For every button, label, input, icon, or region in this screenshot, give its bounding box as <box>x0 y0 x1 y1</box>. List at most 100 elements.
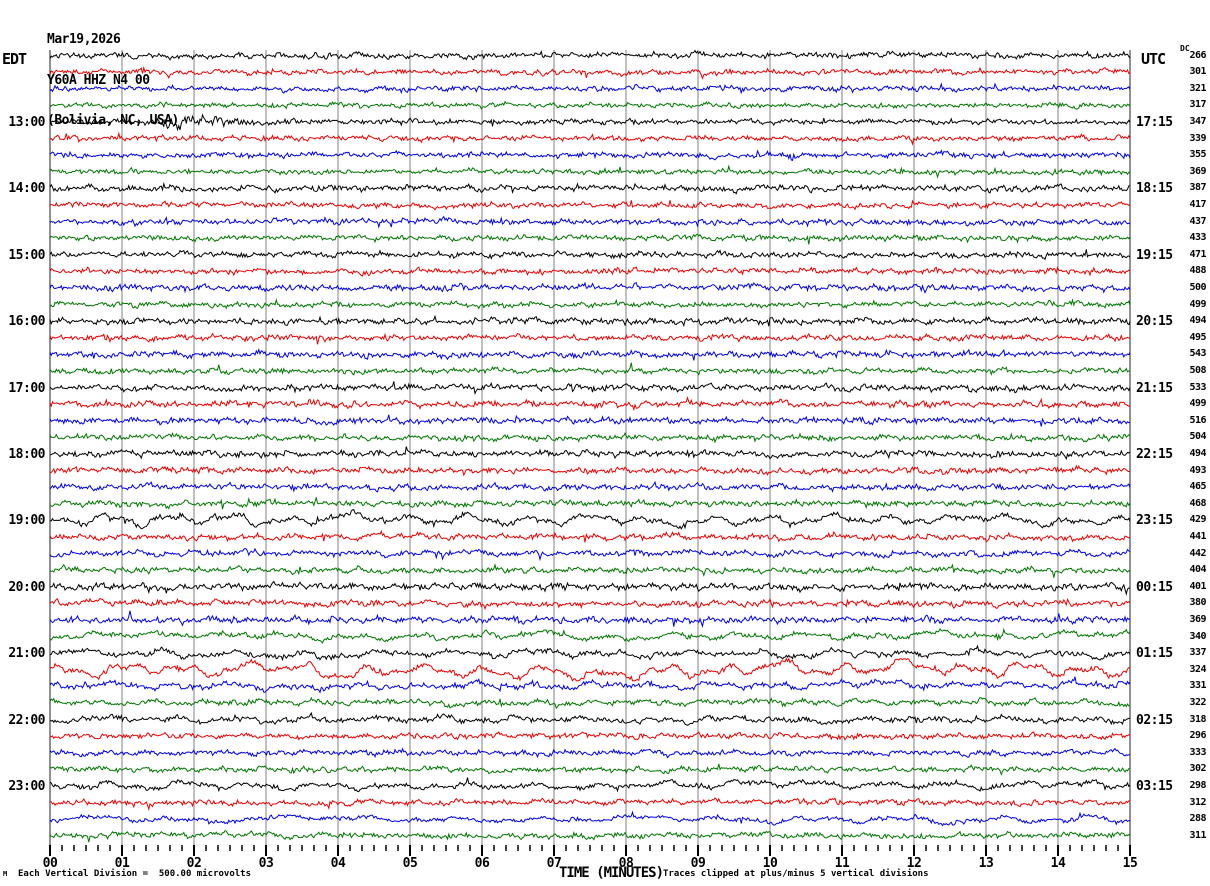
seismogram-trace-row-36 <box>49 644 1131 662</box>
x-tick-label: 01 <box>114 856 130 871</box>
x-tick-label: 02 <box>186 856 202 871</box>
seismogram-trace-row-12 <box>49 249 1131 261</box>
seismogram-trace-row-22 <box>49 414 1130 427</box>
seismogram-trace-row-2 <box>49 82 1131 95</box>
seismogram-trace-row-32 <box>49 580 1130 596</box>
seismogram-trace-row-6 <box>49 149 1131 162</box>
utc-hour-label: 00:15 <box>1136 579 1173 595</box>
edt-hour-label: 23:00 <box>8 778 45 794</box>
dc-value: 333 <box>1189 746 1206 758</box>
edt-hour-label: 16:00 <box>8 314 45 330</box>
seismogram-trace-row-21 <box>49 396 1131 412</box>
seismogram-trace-row-13 <box>49 266 1131 277</box>
dc-value: 543 <box>1189 348 1206 360</box>
dc-value: 433 <box>1189 232 1206 244</box>
seismogram-trace-row-46 <box>49 810 1131 827</box>
x-tick-label: 00 <box>42 856 58 871</box>
dc-value: 495 <box>1189 331 1206 343</box>
dc-value: 441 <box>1189 530 1206 542</box>
utc-hour-label: 03:15 <box>1136 778 1173 794</box>
edt-hour-label: 13:00 <box>8 114 45 130</box>
utc-hour-label: 20:15 <box>1136 314 1173 330</box>
edt-hour-label: 19:00 <box>8 513 45 529</box>
dc-value: 321 <box>1189 82 1206 94</box>
utc-hour-label: 21:15 <box>1136 380 1173 396</box>
seismogram-trace-row-14 <box>49 281 1131 294</box>
seismogram-trace-row-28 <box>49 509 1131 530</box>
dc-value: 468 <box>1189 497 1206 509</box>
seismogram-trace-row-30 <box>49 547 1131 562</box>
dc-value: 533 <box>1189 381 1206 393</box>
dc-value: 499 <box>1189 398 1206 410</box>
dc-value: 500 <box>1189 281 1206 293</box>
dc-value: 369 <box>1189 165 1206 177</box>
edt-hour-label: 20:00 <box>8 579 45 595</box>
dc-value: 437 <box>1189 215 1206 227</box>
dc-value: 296 <box>1189 730 1206 742</box>
seismogram-trace-row-47 <box>49 829 1131 843</box>
seismogram-trace-row-20 <box>49 381 1131 395</box>
x-tick-label: 11 <box>834 856 850 871</box>
edt-hour-label: 22:00 <box>8 712 45 728</box>
dc-value: 331 <box>1189 680 1206 692</box>
dc-value: 429 <box>1189 514 1206 526</box>
seismogram-trace-row-44 <box>49 777 1131 793</box>
x-tick-label: 14 <box>1050 856 1066 871</box>
utc-hour-label: 02:15 <box>1136 712 1173 728</box>
dc-value: 499 <box>1189 298 1206 310</box>
edt-hour-label: 17:00 <box>8 380 45 396</box>
edt-hour-label: 18:00 <box>8 446 45 462</box>
seismogram-trace-row-18 <box>49 348 1131 361</box>
seismogram-trace-row-37 <box>49 657 1131 682</box>
dc-value: 317 <box>1189 99 1206 111</box>
seismogram-trace-row-45 <box>49 797 1131 811</box>
edt-hour-label: 15:00 <box>8 247 45 263</box>
dc-value: 298 <box>1189 779 1206 791</box>
x-tick-label: 13 <box>978 856 994 871</box>
seismogram-trace-row-5 <box>49 131 1131 146</box>
seismogram-trace-row-19 <box>49 362 1131 377</box>
dc-value: 301 <box>1189 66 1206 78</box>
seismogram-trace-row-3 <box>49 100 1131 110</box>
seismogram-trace-row-11 <box>49 233 1131 245</box>
utc-hour-label: 19:15 <box>1136 247 1173 263</box>
dc-value: 471 <box>1189 248 1206 260</box>
dc-value: 369 <box>1189 613 1206 625</box>
header-date: Mar19,2026 <box>47 32 121 47</box>
seismogram-trace-row-16 <box>49 314 1131 328</box>
seismogram-trace-row-39 <box>49 696 1131 710</box>
dc-value: 322 <box>1189 696 1206 708</box>
x-axis-title: TIME (MINUTES) <box>559 865 664 881</box>
seismogram-trace-row-38 <box>49 676 1131 694</box>
dc-value: 508 <box>1189 364 1206 376</box>
dc-value: 340 <box>1189 630 1206 642</box>
edt-hour-label: 21:00 <box>8 646 45 662</box>
vertical-scale-note: Each Vertical Division = 500.00 microvol… <box>18 869 251 879</box>
left-timezone-label: EDT <box>2 50 27 68</box>
seismogram-trace-row-7 <box>49 164 1131 179</box>
dc-value: 493 <box>1189 464 1206 476</box>
x-tick-label: 08 <box>618 856 634 871</box>
seismogram-trace-row-8 <box>49 181 1131 195</box>
x-tick-label: 10 <box>762 856 778 871</box>
dc-value: 311 <box>1189 829 1206 841</box>
dc-value: 442 <box>1189 547 1206 559</box>
seismogram-trace-row-34 <box>49 610 1131 629</box>
x-tick-label: 15 <box>1122 856 1138 871</box>
seismogram-trace-row-27 <box>49 497 1131 510</box>
x-tick-label: 12 <box>906 856 922 871</box>
dc-value: 494 <box>1189 315 1206 327</box>
x-tick-label: 03 <box>258 856 274 871</box>
dc-value: 355 <box>1189 149 1206 161</box>
dc-value: 380 <box>1189 597 1206 609</box>
dc-column-header: DC <box>1180 44 1190 53</box>
dc-value: 302 <box>1189 763 1206 775</box>
dc-value: 504 <box>1189 431 1206 443</box>
dc-value: 516 <box>1189 414 1206 426</box>
dc-value: 288 <box>1189 813 1206 825</box>
dc-value: 465 <box>1189 481 1206 493</box>
watermark: M <box>3 870 8 878</box>
seismogram-trace-row-1 <box>49 65 1131 80</box>
header: Mar19,2026 Y60A HHZ N4 00 (Bolivia, NC, … <box>47 6 179 155</box>
seismogram-trace-row-35 <box>49 627 1131 644</box>
